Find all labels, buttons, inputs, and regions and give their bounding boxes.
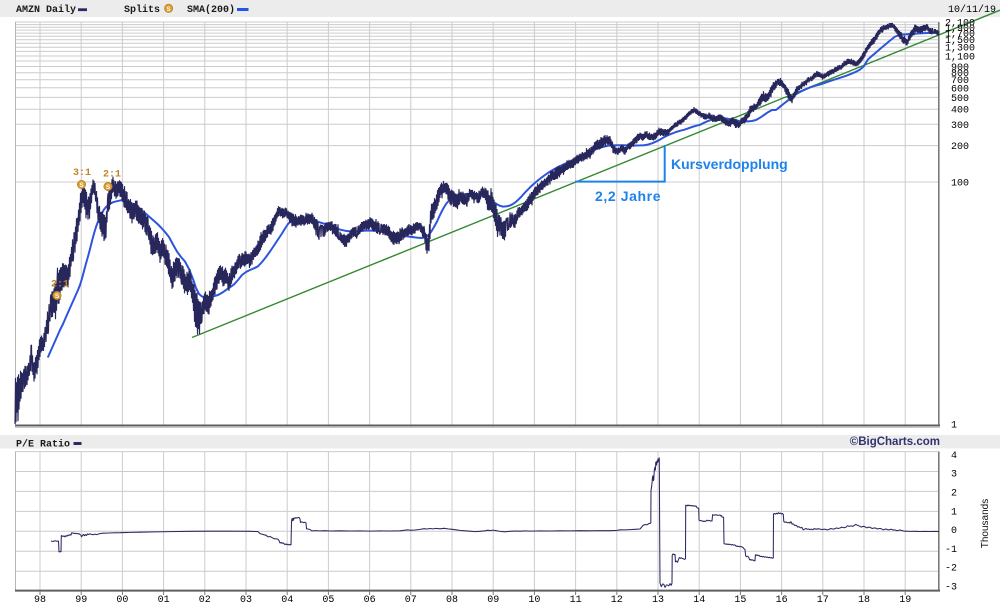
svg-text:200: 200 <box>951 142 969 153</box>
svg-text:01: 01 <box>158 595 170 606</box>
svg-text:03: 03 <box>240 595 252 606</box>
svg-text:2,2 Jahre: 2,2 Jahre <box>595 188 661 204</box>
svg-text:3:1: 3:1 <box>73 168 91 179</box>
svg-text:900: 900 <box>951 63 969 74</box>
svg-text:4: 4 <box>951 451 957 462</box>
svg-text:10/11/19: 10/11/19 <box>948 4 996 16</box>
svg-text:700: 700 <box>951 76 969 87</box>
svg-text:06: 06 <box>364 595 376 606</box>
svg-text:08: 08 <box>446 595 458 606</box>
svg-text:-3: -3 <box>945 583 957 594</box>
svg-text:1,500: 1,500 <box>945 36 975 47</box>
svg-text:P/E Ratio: P/E Ratio <box>16 439 70 451</box>
svg-text:13: 13 <box>652 595 664 606</box>
svg-text:Splits: Splits <box>124 4 160 16</box>
svg-text:Kursverdopplung: Kursverdopplung <box>671 156 788 172</box>
svg-text:14: 14 <box>693 595 705 606</box>
svg-text:1,100: 1,100 <box>945 53 975 64</box>
svg-text:12: 12 <box>611 595 623 606</box>
svg-text:S: S <box>79 182 84 189</box>
svg-text:99: 99 <box>75 595 87 606</box>
svg-text:600: 600 <box>951 84 969 95</box>
svg-text:1,900: 1,900 <box>945 24 975 35</box>
svg-text:1,700: 1,700 <box>945 30 975 41</box>
svg-text:19: 19 <box>899 595 911 606</box>
svg-text:©BigCharts.com: ©BigCharts.com <box>850 436 940 448</box>
svg-text:800: 800 <box>951 69 969 80</box>
svg-text:16: 16 <box>776 595 788 606</box>
svg-text:04: 04 <box>281 595 293 606</box>
svg-text:17: 17 <box>817 595 829 606</box>
svg-text:00: 00 <box>116 595 128 606</box>
svg-text:-1: -1 <box>945 545 957 556</box>
svg-text:07: 07 <box>405 595 417 606</box>
svg-text:2: 2 <box>951 489 957 500</box>
svg-text:2:1: 2:1 <box>103 170 121 181</box>
svg-text:3: 3 <box>951 470 957 481</box>
svg-text:1,300: 1,300 <box>945 44 975 55</box>
svg-text:S: S <box>106 184 111 191</box>
svg-text:2:1: 2:1 <box>51 280 69 291</box>
svg-text:300: 300 <box>951 121 969 132</box>
svg-text:S: S <box>55 293 60 300</box>
svg-text:-2: -2 <box>945 564 957 575</box>
svg-text:400: 400 <box>951 106 969 117</box>
svg-text:18: 18 <box>858 595 870 606</box>
svg-text:AMZN Daily: AMZN Daily <box>16 4 76 16</box>
svg-text:98: 98 <box>34 595 46 606</box>
svg-text:2,100: 2,100 <box>945 19 975 30</box>
svg-text:15: 15 <box>734 595 746 606</box>
svg-text:Thousands: Thousands <box>980 499 991 548</box>
svg-text:S: S <box>166 6 171 13</box>
svg-text:10: 10 <box>528 595 540 606</box>
svg-text:02: 02 <box>199 595 211 606</box>
svg-text:1: 1 <box>951 421 957 432</box>
svg-text:09: 09 <box>487 595 499 606</box>
svg-text:05: 05 <box>322 595 334 606</box>
svg-text:SMA(200): SMA(200) <box>187 4 235 16</box>
svg-text:1: 1 <box>951 507 957 518</box>
svg-text:500: 500 <box>951 94 969 105</box>
svg-text:11: 11 <box>570 595 582 606</box>
svg-text:100: 100 <box>951 179 969 190</box>
svg-text:0: 0 <box>951 526 957 537</box>
